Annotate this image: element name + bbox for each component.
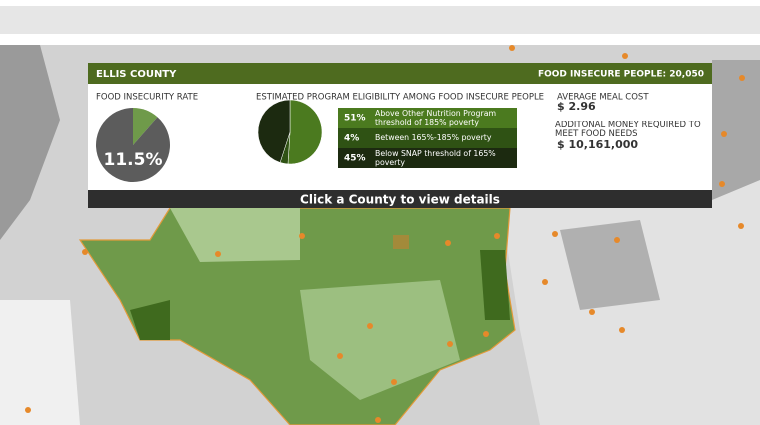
top-bar — [0, 6, 760, 34]
row-text-box: Above Other Nutrition Program threshold … — [375, 109, 497, 127]
row-percent: 4% — [344, 134, 359, 144]
row-background — [338, 108, 517, 128]
eligibility-pie — [257, 99, 323, 165]
rate-pie — [96, 108, 171, 183]
region — [170, 208, 300, 262]
city-dots — [25, 45, 745, 423]
region — [0, 45, 60, 240]
eligibility-table: 51% Above Other Nutrition Program thresho… — [338, 108, 517, 168]
rate-label: FOOD INSECURITY RATE — [96, 93, 198, 103]
row-percent: 45% — [344, 154, 366, 164]
row-percent: 51% — [344, 114, 366, 124]
region — [712, 60, 760, 200]
eligibility-label: ESTIMATED PROGRAM ELIGIBILITY AMONG FOOD… — [256, 93, 544, 103]
row-text: Below SNAP threshold of 165% poverty — [375, 149, 496, 167]
region — [130, 300, 170, 340]
row-text: Above Other Nutrition Program threshold … — [375, 109, 497, 127]
row-text: Between 165%-185% poverty — [375, 133, 492, 143]
region — [0, 300, 80, 425]
pie-slice — [133, 108, 158, 145]
pie-slice — [257, 99, 291, 163]
panel-header — [88, 63, 712, 84]
pie-slice — [287, 99, 323, 165]
row-background — [338, 128, 517, 148]
details-panel: ELLIS COUNTY FOOD INSECURE PEOPLE: 20,05… — [88, 63, 712, 208]
region — [480, 250, 510, 320]
food-insecure-people: FOOD INSECURE PEOPLE: 20,050 — [538, 70, 704, 80]
meal-cost-label: AVERAGE MEAL COST — [557, 93, 649, 103]
region — [560, 220, 660, 310]
region — [300, 280, 460, 400]
rate-value: 11.5% — [104, 150, 163, 170]
additional-label-box: ADDITONAL MONEY REQUIRED TO MEET FOOD NE… — [555, 121, 701, 139]
meal-cost-value: $ 2.96 — [557, 100, 596, 113]
row-text-box: Between 165%-185% poverty — [375, 133, 492, 143]
county-name: ELLIS COUNTY — [96, 69, 177, 80]
selected-county[interactable] — [393, 235, 409, 249]
footer-hint[interactable]: Click a County to view details — [300, 193, 500, 207]
additional-value: $ 10,161,000 — [557, 138, 638, 151]
row-background — [338, 148, 517, 168]
pie-rest — [96, 108, 171, 183]
panel-footer — [88, 190, 712, 208]
additional-label: ADDITONAL MONEY REQUIRED TO MEET FOOD NE… — [555, 121, 701, 139]
row-text-box: Below SNAP threshold of 165% poverty — [375, 149, 496, 167]
